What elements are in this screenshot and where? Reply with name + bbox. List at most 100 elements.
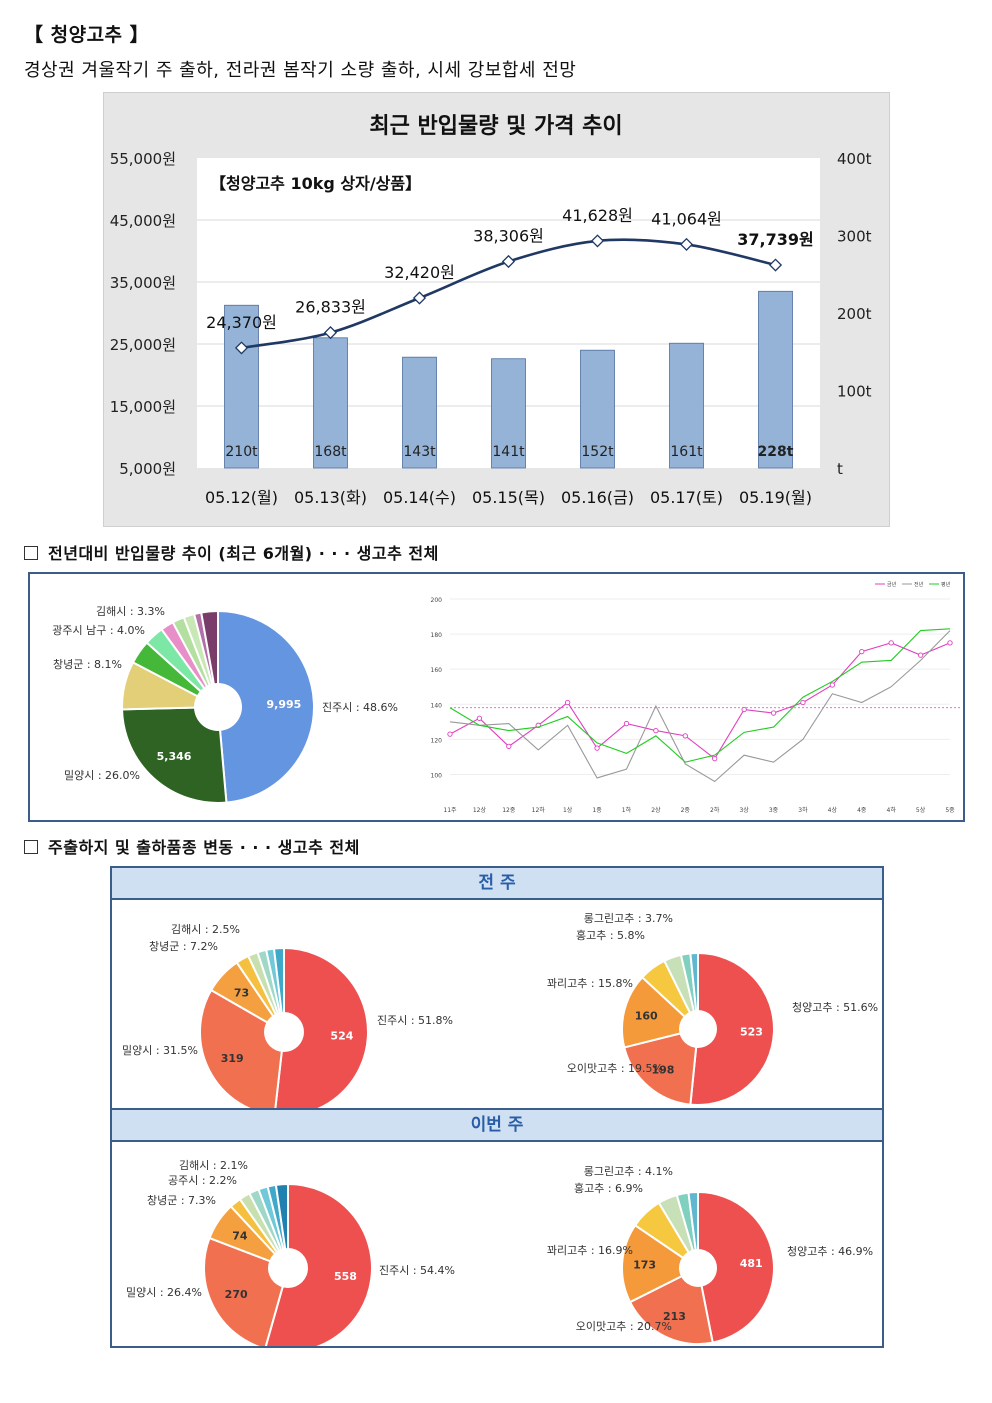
x-tick-label: 5상 [916, 806, 926, 814]
pie-slice-label: 진주시 : 54.4% [379, 1264, 455, 1277]
pie-slice-value: 74 [232, 1230, 248, 1243]
pie-slice-label: 홍고추 : 5.8% [576, 928, 645, 942]
arrival-price-chart: 최근 반입물량 및 가격 추이 【청양고추 10kg 상자/상품】 55,000원 4… [103, 92, 890, 527]
y-left-tick-label: 25,000원 [110, 336, 176, 354]
pie-slice [203, 1236, 290, 1346]
legend-label: 평년 [941, 581, 951, 588]
pie-slice-label: 밀양시 : 26.0% [64, 769, 140, 782]
series-point [741, 706, 747, 713]
pie-slice-value: 523 [740, 1026, 763, 1039]
y-right-tick-label: 400t [837, 150, 872, 168]
x-tick-label: 2중 [681, 807, 691, 814]
pie-slice [689, 951, 699, 1030]
series-point [888, 640, 894, 646]
price-label: 26,833원 [295, 298, 366, 317]
price-point [501, 254, 516, 269]
price-point [323, 326, 338, 340]
pie-slice [217, 609, 315, 804]
price-label: 41,064원 [651, 209, 722, 228]
series-point [682, 733, 688, 739]
pie-slice-label: 꽈리고추 : 16.9% [547, 1244, 633, 1257]
series-point [829, 682, 836, 688]
volume-bar-label: 210t [225, 444, 258, 460]
legend-label: 전년 [914, 581, 924, 588]
x-tick-label: 12하 [532, 806, 546, 814]
section-shipping: 주출하지 및 출하품종 변동 · · · 생고추 전체 [24, 834, 360, 858]
series-point [594, 745, 600, 751]
pie-slice-label: 창녕군 : 7.2% [149, 940, 218, 953]
this-week-header: 이번 주 [112, 1108, 882, 1142]
x-tick-label: 4중 [857, 807, 867, 814]
volume-bar-label: 143t [403, 444, 436, 460]
volume-bar [758, 290, 793, 469]
series-point [564, 699, 571, 706]
volume-bar-label: 168t [314, 444, 347, 460]
checkbox-icon [24, 546, 38, 560]
pie-slice [623, 1027, 700, 1106]
series-point [917, 652, 924, 658]
pie-slice-label: 공주시 : 2.2% [168, 1174, 237, 1187]
pie-slice-label: 진주시 : 48.6% [322, 701, 398, 714]
pie-slice-label: 오이맛고추 : 20.7% [576, 1320, 672, 1333]
market-outlook: 경상권 겨울작기 주 출하, 전라권 봄작기 소량 출하, 시세 강보합세 전망 [24, 60, 577, 81]
series-point [770, 710, 777, 716]
pie-hole [194, 683, 242, 731]
x-tick-label: 2하 [710, 806, 720, 814]
volume-bar-label: 152t [581, 444, 614, 460]
arrival-price-chart-svg: 최근 반입물량 및 가격 추이 【청양고추 10kg 상자/상품】 55,000원 4… [110, 114, 872, 507]
pie-hole [679, 1249, 717, 1287]
series-point [476, 715, 483, 721]
x-tick-label: 12중 [502, 807, 516, 814]
pie-slice [199, 988, 286, 1108]
series-point [712, 756, 718, 762]
y-tick-label: 200 [431, 597, 443, 604]
volume-bar [580, 349, 615, 469]
series-point [800, 699, 806, 706]
pie-slice-label: 창녕군 : 7.3% [147, 1194, 216, 1207]
origin-share-pie: 9,995 진주시 : 48.6% 5,346 밀양시 : 26.0% 창녕군 : 8.… [52, 604, 398, 804]
x-tick-label: 3상 [739, 806, 749, 814]
pie-slice [687, 1190, 699, 1269]
section-shipping-title: 주출하지 및 출하품종 변동 · · · 생고추 전체 [48, 838, 360, 857]
volume-bar [224, 304, 259, 469]
pie-slice-value: 558 [334, 1270, 357, 1283]
series-point [859, 648, 865, 655]
arrival-trend-panel: 9,995 진주시 : 48.6% 5,346 밀양시 : 26.0% 창녕군 : 8.… [28, 572, 965, 822]
pie-slice-label: 청양고추 : 51.6% [792, 1001, 878, 1014]
volume-bar-label: 161t [670, 444, 703, 460]
pie-slice-value: 524 [330, 1029, 353, 1042]
pie-hole [268, 1248, 308, 1288]
x-tick-label: 2상 [651, 806, 661, 814]
pie-slice-label: 홍고추 : 6.9% [574, 1181, 643, 1195]
price-point [234, 341, 249, 355]
x-tick-label: 1하 [622, 806, 632, 814]
pie-slice [274, 946, 369, 1108]
series-line [449, 630, 951, 783]
pie-slice [264, 1182, 373, 1346]
pie-slice-label: 밀양시 : 31.5% [122, 1044, 198, 1057]
pie-slice-value: 9,995 [267, 698, 302, 711]
pie-slice-label: 오이맛고추 : 19.5% [567, 1062, 663, 1075]
x-tick-label: 3하 [798, 806, 808, 814]
chart-title: 최근 반입물량 및 가격 추이 [369, 114, 622, 139]
y-left-tick-label: 55,000원 [110, 150, 176, 168]
pie-slice-label: 김해시 : 2.1% [179, 1158, 248, 1172]
pie-hole [679, 1010, 717, 1048]
series-point [623, 720, 630, 727]
x-tick-label: 12상 [473, 806, 487, 814]
pie-slice-label: 꽈리고추 : 15.8% [547, 977, 633, 990]
x-tick-label: 1중 [592, 807, 602, 814]
pie-slice-label: 롱그린고추 : 3.7% [584, 912, 673, 925]
pie-slice [272, 946, 285, 1033]
pie-slice-label: 김해시 : 2.5% [171, 922, 240, 936]
y-left-tick-label: 45,000원 [110, 212, 176, 230]
x-tick-label: 05.17(토) [650, 488, 723, 507]
volume-bar-label: 141t [492, 444, 525, 460]
y-right-tick-label: 200t [837, 305, 872, 323]
volume-bar-label: 228t [758, 444, 794, 460]
pie-slice-value: 173 [633, 1258, 656, 1271]
section-arrival-trend-title: 전년대비 반입물량 추이 (최근 6개월) · · · 생고추 전체 [48, 544, 439, 563]
series-point [653, 727, 659, 734]
shipping-panel: 전 주 524 진주시 : 51.8% 319 밀양시 : 31.5% 73 창녕군 : … [110, 866, 884, 1348]
y-tick-label: 180 [431, 632, 443, 639]
